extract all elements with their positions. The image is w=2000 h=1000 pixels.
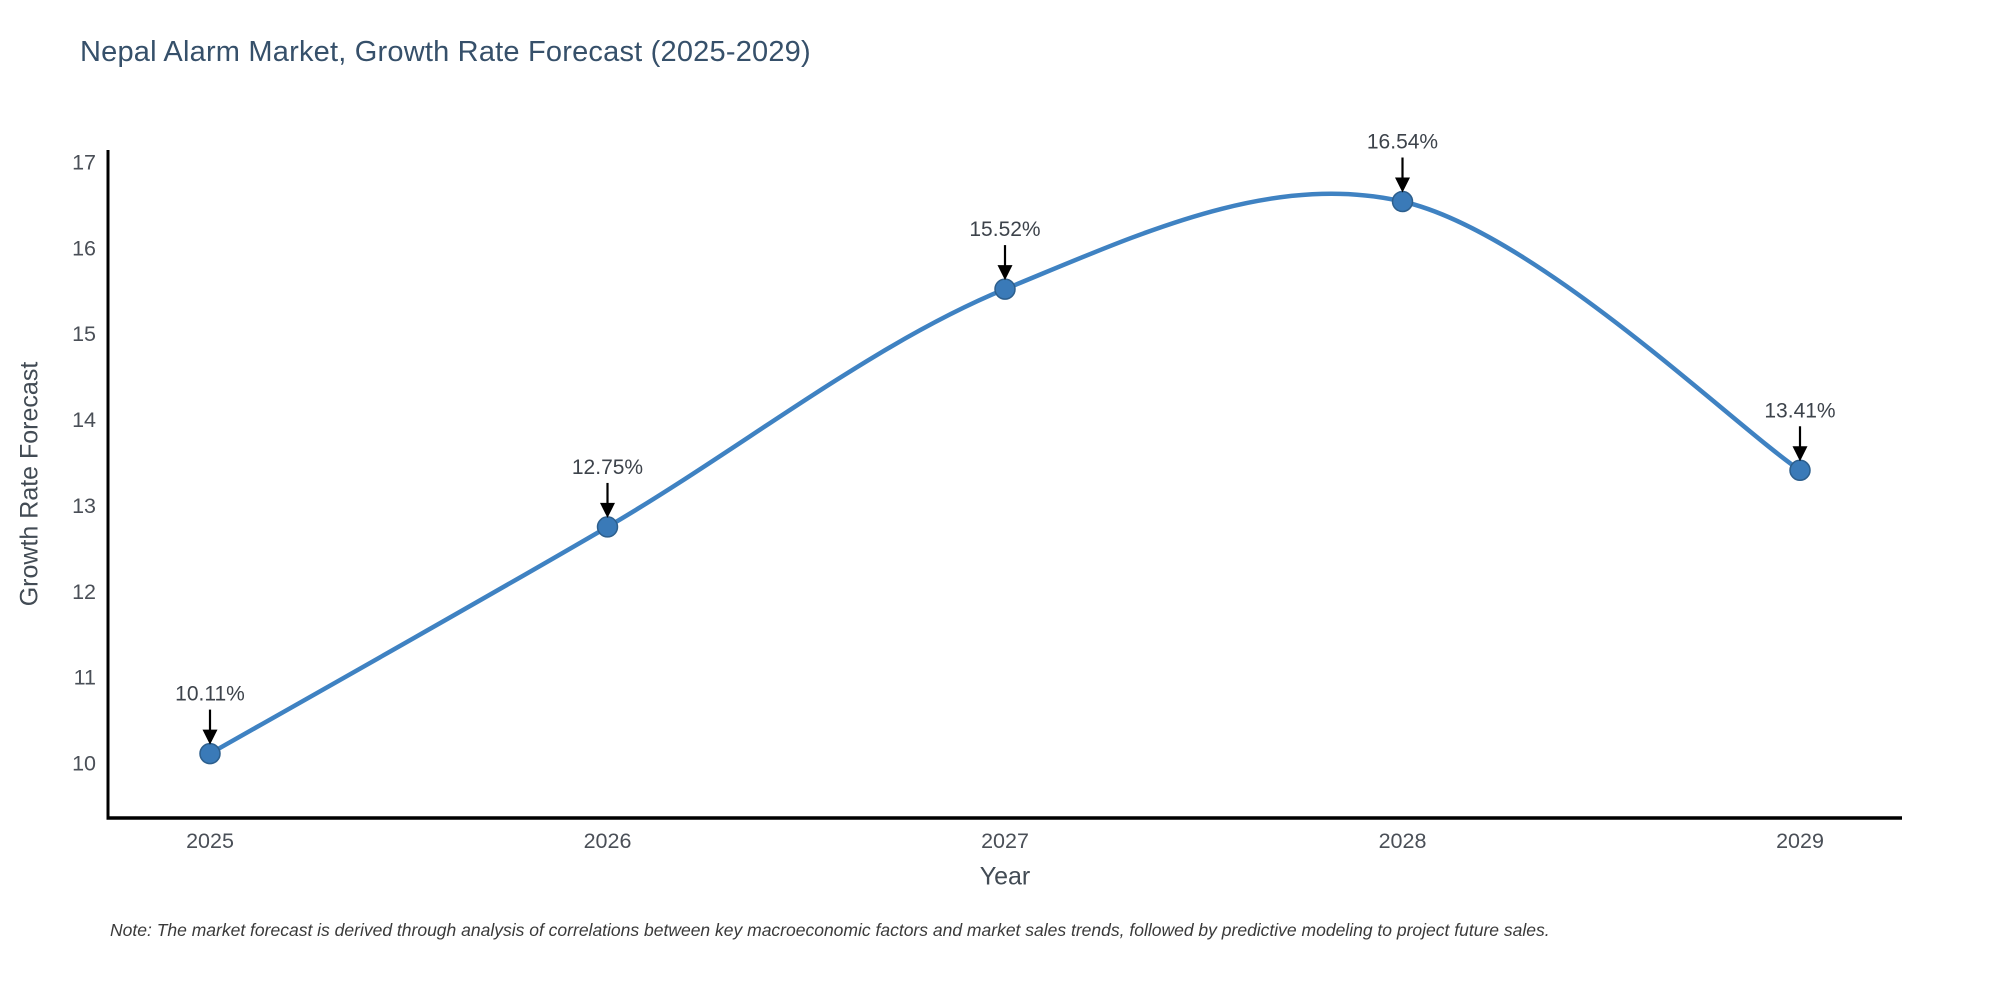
x-tick-label: 2029 — [1776, 829, 1824, 853]
data-point-marker[interactable] — [1391, 190, 1414, 213]
point-annotation-label: 15.52% — [969, 218, 1040, 241]
x-axis-title: Year — [979, 862, 1031, 891]
point-annotation-label: 13.41% — [1764, 399, 1835, 422]
y-tick-label: 17 — [72, 151, 96, 175]
y-axis-title: Growth Rate Forecast — [15, 361, 44, 607]
y-tick-label: 13 — [72, 494, 96, 518]
x-tick-label: 2025 — [186, 829, 234, 853]
y-tick-label: 12 — [72, 580, 96, 604]
x-tick-label: 2027 — [981, 829, 1029, 853]
annotation-arrowhead — [202, 729, 218, 745]
y-tick-label: 11 — [74, 666, 96, 690]
x-tick-label: 2028 — [1379, 829, 1427, 853]
data-point-marker[interactable] — [596, 516, 619, 538]
annotation-arrowhead — [1792, 446, 1808, 462]
x-tick-label: 2026 — [584, 829, 632, 853]
data-point-marker[interactable] — [199, 742, 221, 765]
data-point-marker[interactable] — [994, 278, 1016, 300]
chart-title: Nepal Alarm Market, Growth Rate Forecast… — [80, 36, 811, 68]
annotation-arrowhead — [600, 502, 615, 518]
chart-footnote: Note: The market forecast is derived thr… — [110, 920, 1550, 940]
y-tick-label: 16 — [72, 236, 96, 260]
point-annotation-label: 10.11% — [175, 683, 245, 706]
data-point-marker[interactable] — [1789, 459, 1811, 482]
annotation-arrowhead — [997, 265, 1013, 281]
point-annotation-label: 16.54% — [1367, 131, 1438, 154]
point-annotation-label: 12.75% — [572, 456, 643, 479]
annotation-arrowhead — [1395, 177, 1410, 193]
y-tick-label: 10 — [72, 752, 96, 776]
y-tick-label: 15 — [72, 322, 96, 346]
y-tick-label: 14 — [72, 408, 96, 432]
